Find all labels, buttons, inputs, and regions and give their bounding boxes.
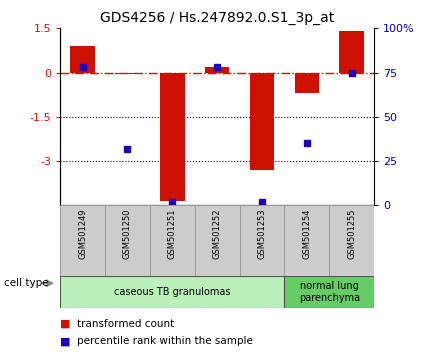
Text: ■: ■ (60, 319, 71, 329)
Text: GSM501255: GSM501255 (347, 209, 356, 259)
Bar (284, 276, 374, 308)
Bar (70, 46, 95, 73)
Text: GSM501252: GSM501252 (213, 209, 221, 259)
Bar (60, 276, 284, 308)
Text: transformed count: transformed count (77, 319, 175, 329)
Title: GDS4256 / Hs.247892.0.S1_3p_at: GDS4256 / Hs.247892.0.S1_3p_at (100, 11, 334, 24)
Bar (284, 205, 329, 276)
Text: GSM501251: GSM501251 (168, 209, 177, 259)
Bar (150, 205, 195, 276)
Text: GSM501249: GSM501249 (78, 209, 87, 259)
Bar (60, 205, 105, 276)
Bar (105, 205, 150, 276)
Bar (250, 73, 274, 170)
Bar (329, 205, 374, 276)
Bar (115, 73, 140, 74)
Text: percentile rank within the sample: percentile rank within the sample (77, 336, 253, 346)
Text: GSM501253: GSM501253 (258, 209, 267, 259)
Bar (160, 73, 184, 201)
Bar (205, 67, 230, 73)
Text: ■: ■ (60, 336, 71, 346)
Bar (295, 73, 319, 93)
Bar (240, 205, 284, 276)
Text: caseous TB granulomas: caseous TB granulomas (114, 287, 230, 297)
Text: normal lung
parenchyma: normal lung parenchyma (299, 281, 360, 303)
Bar (339, 31, 364, 73)
Bar (195, 205, 240, 276)
Text: GSM501254: GSM501254 (302, 209, 311, 259)
Text: GSM501250: GSM501250 (123, 209, 132, 259)
Text: cell type: cell type (4, 278, 49, 288)
